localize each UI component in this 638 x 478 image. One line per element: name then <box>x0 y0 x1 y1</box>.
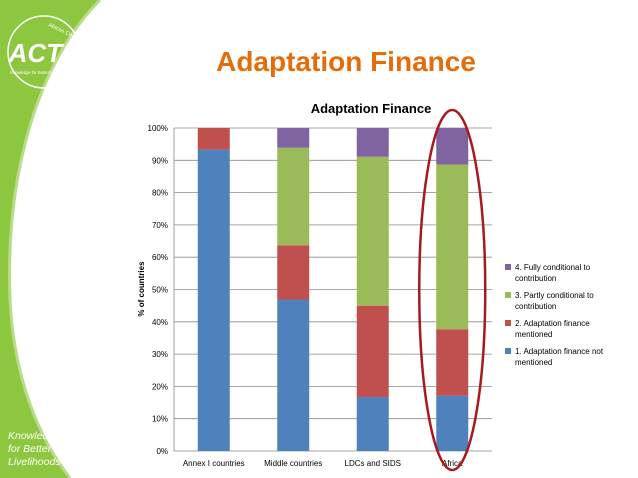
y-tick-label: 10% <box>152 415 168 424</box>
bar-segment <box>436 164 469 330</box>
bar-segments <box>197 128 469 452</box>
bar-segment <box>277 147 310 246</box>
bar-segment <box>197 149 230 452</box>
green-panel-edge <box>8 0 102 478</box>
bar-segment <box>436 395 469 451</box>
legend-label: 4. Fully conditional to <box>515 263 591 272</box>
legend-label: 1. Adaptation finance not <box>515 347 604 356</box>
y-tick-label: 30% <box>152 350 168 359</box>
legend-swatch <box>505 348 511 354</box>
y-tick-label: 100% <box>148 124 168 133</box>
tagline-line-2: for Better <box>8 443 52 455</box>
y-tick-label: 0% <box>156 447 168 456</box>
y-axis-label: % of countries <box>137 261 146 317</box>
y-tick-label: 50% <box>152 286 168 295</box>
y-tick-label: 60% <box>152 253 168 262</box>
stacked-bar-chart: Adaptation Finance % of countries 0% 10% 2… <box>137 101 604 472</box>
y-tick-label: 80% <box>152 189 168 198</box>
chart-title: Adaptation Finance <box>311 101 432 116</box>
y-tick-label: 90% <box>152 156 168 165</box>
bar-segment <box>436 329 469 396</box>
green-side-panel <box>0 0 102 478</box>
legend-swatch <box>505 320 511 326</box>
africa-highlight-ellipse <box>418 108 487 472</box>
bar-segment <box>197 128 230 150</box>
tagline-line-3: Livelihoods <box>8 456 61 468</box>
logo-subtext: Knowledge for Better Livelihoods <box>10 70 71 75</box>
x-tick-label: Annex I countries <box>183 459 245 468</box>
legend-label: mentioned <box>515 330 552 339</box>
legend-label: 3. Partly conditional to <box>515 291 594 300</box>
legend: 4. Fully conditional to contribution 3. Pa… <box>505 263 604 367</box>
legend-label: contribution <box>515 274 556 283</box>
y-tick-label: 20% <box>152 382 168 391</box>
logo-text: ACTS <box>8 38 80 68</box>
bar-segment <box>356 397 389 451</box>
y-tick-labels: 0% 10% 20% 30% 40% 50% 60% 70% 80% 90% 100% <box>148 124 168 456</box>
acts-logo: ACTS African Centre for Technology Studi… <box>7 15 134 89</box>
tagline: Knowledge for Better Livelihoods <box>8 430 61 468</box>
x-tick-labels: Annex I countries Middle countries LDCs an… <box>183 459 463 468</box>
legend-swatch <box>505 292 511 298</box>
slide-title: Adaptation Finance <box>216 46 476 77</box>
bar-segment <box>356 305 389 398</box>
bar-segment <box>356 156 389 306</box>
bar-segment <box>436 128 469 165</box>
x-tick-label: Middle countries <box>264 459 322 468</box>
tagline-line-1: Knowledge <box>8 430 60 442</box>
legend-label: mentioned <box>515 358 552 367</box>
logo-ring <box>7 15 81 89</box>
x-tick-label: Africa <box>442 459 463 468</box>
legend-label: 2. Adaptation finance <box>515 319 590 328</box>
green-panel-shape <box>0 0 100 478</box>
legend-swatch <box>505 264 511 270</box>
legend-label: contribution <box>515 302 556 311</box>
bar-segment <box>277 245 310 300</box>
bar-segment <box>277 128 310 148</box>
y-tick-label: 70% <box>152 221 168 230</box>
x-tick-label: LDCs and SIDS <box>345 459 401 468</box>
bar-segment <box>277 299 310 451</box>
bar-segment <box>356 128 389 157</box>
y-tick-label: 40% <box>152 318 168 327</box>
